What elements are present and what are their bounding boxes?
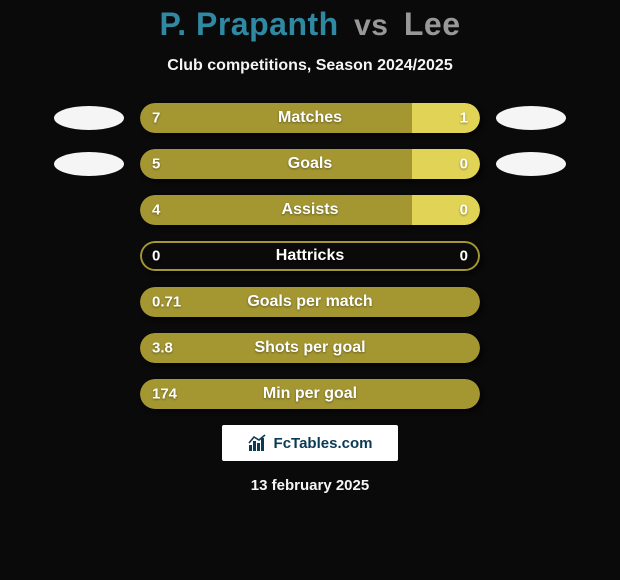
- stat-value-right: 1: [460, 110, 468, 127]
- stat-value-left: 174: [152, 386, 177, 403]
- subtitle: Club competitions, Season 2024/2025: [0, 57, 620, 75]
- player-right-name: Lee: [404, 6, 461, 42]
- stat-value-left: 3.8: [152, 340, 173, 357]
- stat-label: Hattricks: [276, 247, 344, 265]
- stat-value-left: 0: [152, 248, 160, 265]
- team-oval-right: [496, 152, 566, 176]
- stat-label: Goals: [288, 155, 332, 173]
- bar-fill-right: [412, 149, 480, 179]
- stat-label: Min per goal: [263, 385, 357, 403]
- bar-fill-right: [412, 103, 480, 133]
- stat-bar: 3.8 Shots per goal: [140, 333, 480, 363]
- stat-row: 0.71 Goals per match: [0, 287, 620, 317]
- stat-label: Matches: [278, 109, 342, 127]
- stat-row: 174 Min per goal: [0, 379, 620, 409]
- stat-value-right: 0: [460, 156, 468, 173]
- bar-fill-right: [412, 195, 480, 225]
- comparison-infographic: P. Prapanth vs Lee Club competitions, Se…: [0, 0, 620, 580]
- stat-bar: 0.71 Goals per match: [140, 287, 480, 317]
- stat-bar: 5 0 Goals: [140, 149, 480, 179]
- team-oval-left: [54, 152, 124, 176]
- date-text: 13 february 2025: [0, 477, 620, 494]
- stat-bar: 4 0 Assists: [140, 195, 480, 225]
- team-oval-left: [54, 106, 124, 130]
- stat-bar: 0 0 Hattricks: [140, 241, 480, 271]
- stat-value-left: 0.71: [152, 294, 181, 311]
- bar-fill-left: [140, 103, 412, 133]
- team-oval-right: [496, 106, 566, 130]
- stat-row: 7 1 Matches: [0, 103, 620, 133]
- bar-fill-left: [140, 149, 412, 179]
- stat-value-right: 0: [460, 248, 468, 265]
- vs-text: vs: [354, 9, 388, 42]
- stat-row: 3.8 Shots per goal: [0, 333, 620, 363]
- stat-value-right: 0: [460, 202, 468, 219]
- title: P. Prapanth vs Lee: [0, 6, 620, 43]
- stat-label: Goals per match: [247, 293, 372, 311]
- brand-chart-icon: [248, 434, 268, 452]
- stat-row: 5 0 Goals: [0, 149, 620, 179]
- stat-row: 0 0 Hattricks: [0, 241, 620, 271]
- stat-row: 4 0 Assists: [0, 195, 620, 225]
- brand-text: FcTables.com: [274, 435, 373, 452]
- stat-bar: 7 1 Matches: [140, 103, 480, 133]
- stat-label: Assists: [282, 201, 339, 219]
- brand-badge: FcTables.com: [222, 425, 398, 461]
- stat-value-left: 4: [152, 202, 160, 219]
- stat-bar: 174 Min per goal: [140, 379, 480, 409]
- stat-rows: 7 1 Matches 5 0 Goals 4 0 Assists 0 0 Hattricks 0.71…: [0, 103, 620, 409]
- stat-label: Shots per goal: [254, 339, 365, 357]
- stat-value-left: 5: [152, 156, 160, 173]
- player-left-name: P. Prapanth: [160, 6, 339, 42]
- bar-fill-left: [140, 195, 412, 225]
- stat-value-left: 7: [152, 110, 160, 127]
